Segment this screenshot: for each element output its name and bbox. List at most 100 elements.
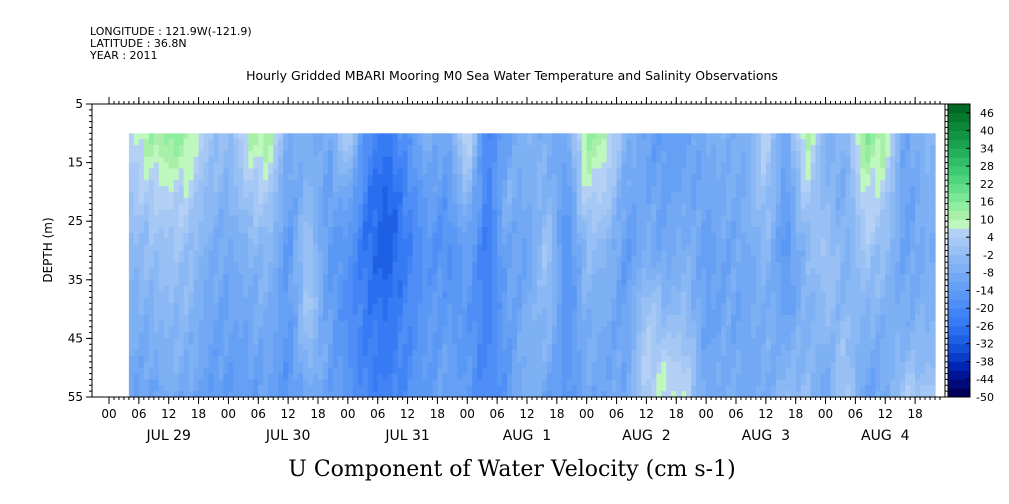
heatmap-cell bbox=[522, 244, 528, 252]
heatmap-cell bbox=[153, 209, 160, 216]
heatmap-cell bbox=[561, 309, 568, 316]
heatmap-cell bbox=[303, 250, 309, 257]
heatmap-cell bbox=[601, 385, 608, 392]
heatmap-cell bbox=[651, 320, 657, 328]
heatmap-cell bbox=[213, 168, 220, 175]
heatmap-cell bbox=[203, 309, 210, 316]
heatmap-cell bbox=[377, 279, 384, 287]
heatmap-cell bbox=[442, 297, 448, 304]
heatmap-cell bbox=[198, 250, 205, 257]
heatmap-cell bbox=[452, 314, 458, 322]
heatmap-cell bbox=[213, 221, 220, 228]
heatmap-cell bbox=[382, 268, 389, 275]
heatmap-cell bbox=[616, 385, 623, 392]
heatmap-cell bbox=[531, 326, 538, 334]
heatmap-cell bbox=[322, 279, 329, 287]
heatmap-cell bbox=[646, 320, 652, 328]
heatmap-cell bbox=[248, 162, 254, 170]
heatmap-cell bbox=[407, 186, 414, 193]
heatmap-cell bbox=[671, 355, 677, 363]
heatmap-cell bbox=[153, 168, 160, 175]
heatmap-cell bbox=[581, 238, 588, 246]
heatmap-cell bbox=[193, 232, 200, 240]
heatmap-cell bbox=[556, 373, 563, 381]
heatmap-cell bbox=[616, 273, 623, 281]
heatmap-cell bbox=[457, 180, 463, 187]
heatmap-cell bbox=[288, 232, 294, 240]
heatmap-cell bbox=[313, 197, 319, 205]
heatmap-cell bbox=[178, 297, 185, 304]
heatmap-cell bbox=[357, 326, 364, 334]
heatmap-cell bbox=[621, 162, 628, 170]
heatmap-cell bbox=[651, 303, 657, 310]
heatmap-cell bbox=[452, 391, 458, 398]
heatmap-cell bbox=[417, 197, 424, 205]
heatmap-cell bbox=[223, 221, 230, 228]
heatmap-cell bbox=[332, 139, 339, 146]
heatmap-cell bbox=[342, 238, 349, 246]
heatmap-cell bbox=[611, 326, 618, 334]
heatmap-cell bbox=[253, 150, 259, 158]
heatmap-cell bbox=[492, 297, 498, 304]
heatmap-cell bbox=[382, 285, 389, 293]
heatmap-cell bbox=[512, 244, 518, 252]
heatmap-cell bbox=[223, 238, 230, 246]
heatmap-cell bbox=[492, 174, 498, 181]
heatmap-cell bbox=[626, 221, 633, 228]
heatmap-cell bbox=[228, 303, 235, 310]
heatmap-cell bbox=[566, 238, 573, 246]
heatmap-cell bbox=[596, 367, 603, 375]
heatmap-cell bbox=[656, 379, 662, 386]
heatmap-cell bbox=[308, 379, 314, 386]
heatmap-cell bbox=[651, 186, 657, 193]
heatmap-cell bbox=[143, 256, 150, 263]
heatmap-cell bbox=[571, 344, 578, 351]
heatmap-cell bbox=[671, 268, 677, 275]
heatmap-cell bbox=[531, 133, 538, 140]
heatmap-cell bbox=[148, 326, 155, 334]
heatmap-cell bbox=[327, 145, 334, 152]
heatmap-cell bbox=[248, 186, 254, 193]
heatmap-cell bbox=[507, 332, 513, 339]
heatmap-cell bbox=[223, 385, 230, 392]
heatmap-cell bbox=[591, 355, 598, 363]
heatmap-cell bbox=[133, 203, 140, 211]
heatmap-cell bbox=[268, 361, 274, 369]
heatmap-cell bbox=[332, 350, 339, 357]
heatmap-cell bbox=[273, 385, 279, 392]
heatmap-cell bbox=[551, 162, 558, 170]
heatmap-cell bbox=[546, 344, 553, 351]
heatmap-cell bbox=[472, 373, 478, 381]
heatmap-cell bbox=[561, 209, 568, 216]
heatmap-cell bbox=[357, 133, 364, 140]
heatmap-cell bbox=[581, 197, 588, 205]
heatmap-cell bbox=[447, 186, 453, 193]
heatmap-cell bbox=[512, 186, 518, 193]
heatmap-cell bbox=[596, 332, 603, 339]
heatmap-cell bbox=[342, 297, 349, 304]
heatmap-cell bbox=[332, 391, 339, 398]
heatmap-cell bbox=[586, 320, 593, 328]
heatmap-cell bbox=[417, 338, 424, 345]
heatmap-cell bbox=[536, 174, 543, 181]
heatmap-cell bbox=[561, 314, 568, 322]
heatmap-cell bbox=[447, 174, 453, 181]
heatmap-cell bbox=[397, 279, 404, 287]
heatmap-cell bbox=[243, 373, 249, 381]
heatmap-cell bbox=[621, 197, 628, 205]
heatmap-cell bbox=[143, 145, 150, 152]
heatmap-cell bbox=[536, 367, 543, 375]
heatmap-cell bbox=[596, 309, 603, 316]
heatmap-cell bbox=[173, 344, 180, 351]
heatmap-cell bbox=[447, 232, 453, 240]
heatmap-cell bbox=[651, 379, 657, 386]
heatmap-cell bbox=[128, 250, 135, 257]
heatmap-cell bbox=[526, 186, 533, 193]
heatmap-cell bbox=[377, 227, 384, 234]
heatmap-cell bbox=[531, 150, 538, 158]
heatmap-cell bbox=[522, 262, 528, 269]
heatmap-cell bbox=[133, 320, 140, 328]
heatmap-cell bbox=[218, 238, 225, 246]
heatmap-cell bbox=[308, 174, 314, 181]
heatmap-cell bbox=[616, 338, 623, 345]
